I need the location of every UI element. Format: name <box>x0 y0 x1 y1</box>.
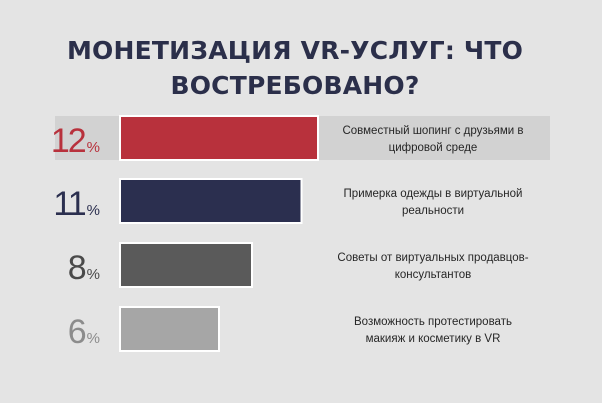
value-label-4: 6% <box>68 313 100 351</box>
category-label-3: Советы от виртуальных продавцов-консульт… <box>337 252 528 281</box>
bar-1 <box>119 115 319 161</box>
category-label-1: Совместный шопинг с друзьями в цифровой с… <box>342 125 523 154</box>
category-label-2: Примерка одежды в виртуальной реальности <box>344 188 523 217</box>
bar-2 <box>119 178 303 224</box>
value-label-3: 8% <box>68 249 100 287</box>
chart-title: МОНЕТИЗАЦИЯ VR-УСЛУГ: ЧТО ВОСТРЕБОВАНО? <box>40 33 550 103</box>
value-label-1: 12% <box>51 122 100 160</box>
category-label-4: Возможность протестировать макияж и косме… <box>354 316 512 345</box>
bar-3 <box>119 242 253 288</box>
chart-title-line-1: МОНЕТИЗАЦИЯ VR-УСЛУГ: ЧТО <box>66 36 524 65</box>
bar-4 <box>119 306 220 352</box>
chart-title-line-2: ВОСТРЕБОВАНО? <box>170 71 420 100</box>
value-label-2: 11% <box>53 185 100 223</box>
